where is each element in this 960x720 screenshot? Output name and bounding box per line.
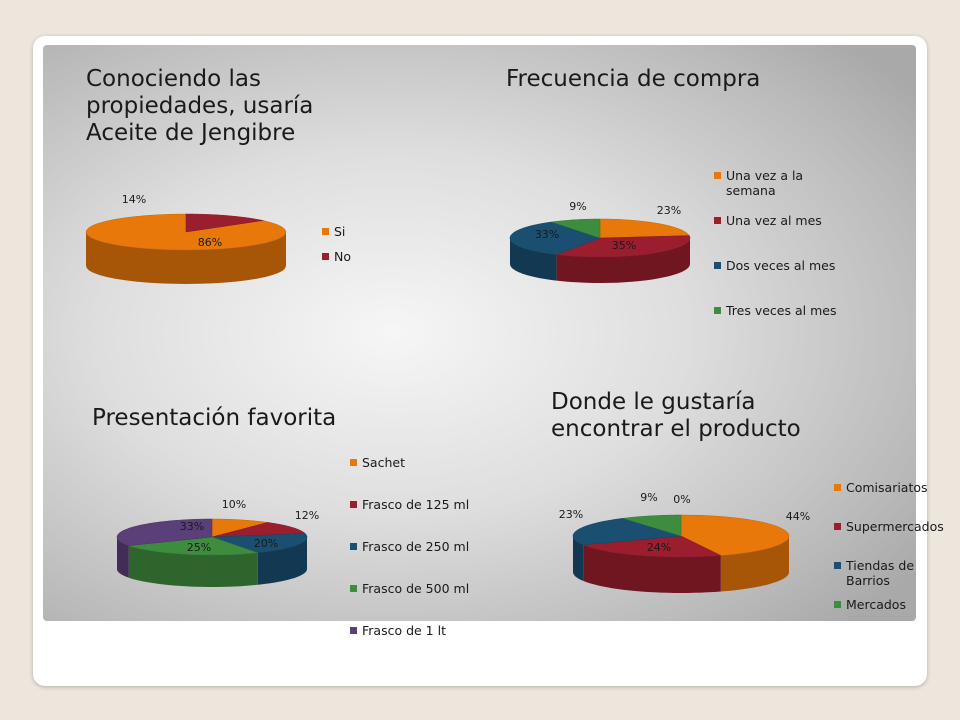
pie-side-2-3 xyxy=(510,238,557,281)
pie-slice-2-1 xyxy=(599,218,690,239)
legend-label-2-3: Dos veces al mes xyxy=(726,258,835,273)
data-label-4-2: 24% xyxy=(647,541,671,554)
legend-label-4-4: Mercados xyxy=(846,597,906,612)
data-label-2-2: 35% xyxy=(612,239,636,252)
legend-label-4-3: Tiendas de Barrios xyxy=(845,558,914,588)
data-label-3-2: 12% xyxy=(295,509,319,522)
pie-side-1-1 xyxy=(86,232,286,284)
legend-label-1-1: Si xyxy=(334,224,345,239)
pie-slice-4-3 xyxy=(572,518,682,546)
pie-side-2-2 xyxy=(556,238,690,283)
data-label-1-1: 86% xyxy=(198,236,222,249)
data-label-1-2: 14% xyxy=(122,193,146,206)
pie-chart-1: 86% 14% Si No xyxy=(85,193,351,284)
legend-label-1-2: No xyxy=(334,249,351,264)
legend-label-3-3: Frasco de 250 ml xyxy=(362,539,469,554)
pie-slice-4-2 xyxy=(582,535,722,558)
data-label-4-4: 9% xyxy=(640,491,657,504)
pie-side-3-5 xyxy=(117,537,129,578)
legend-label-3-5: Frasco de 1 lt xyxy=(362,623,446,638)
pie-side-3-3 xyxy=(257,537,307,585)
data-label-2-4: 9% xyxy=(569,200,586,213)
pie-slice-3-2 xyxy=(211,522,306,538)
legend-swatch-3-4 xyxy=(350,585,357,592)
pie-slice-1-2 xyxy=(185,213,264,233)
legend-swatch-1-2 xyxy=(322,253,329,260)
legend-label-2-2: Una vez al mes xyxy=(726,213,822,228)
data-label-3-5: 33% xyxy=(180,520,204,533)
legend-swatch-2-3 xyxy=(714,262,721,269)
data-label-3-3: 20% xyxy=(254,537,278,550)
chart-title-2: Frecuencia de compra xyxy=(506,66,761,92)
legend-swatch-3-5 xyxy=(350,627,357,634)
legend-label-2-4: Tres veces al mes xyxy=(725,303,836,318)
legend-label-4-2: Supermercados xyxy=(846,519,944,534)
legend-swatch-4-4 xyxy=(834,601,841,608)
pie-chart-4: 44% 24% 23% 9% 0% Comisariatos Supermercados Ti… xyxy=(559,480,944,612)
data-label-4-5: 0% xyxy=(673,493,690,506)
legend-swatch-2-4 xyxy=(714,307,721,314)
pie-slice-2-4 xyxy=(551,218,601,239)
data-label-4-1: 44% xyxy=(786,510,810,523)
data-label-2-3: 33% xyxy=(535,228,559,241)
pie-side-4-2 xyxy=(583,544,721,593)
pie-slice-3-3 xyxy=(211,533,308,554)
pie-side-4-1 xyxy=(720,536,789,592)
pie-side-4-3 xyxy=(573,536,584,581)
legend-swatch-2-1 xyxy=(714,172,721,179)
data-label-4-3: 23% xyxy=(559,508,583,521)
legend-swatch-1-1 xyxy=(322,228,329,235)
legend-swatch-2-2 xyxy=(714,217,721,224)
pie-slice-4-1 xyxy=(680,514,790,556)
pie-slice-2-3 xyxy=(509,221,601,255)
pie-slice-3-5 xyxy=(116,518,213,546)
legend-swatch-4-3 xyxy=(834,562,841,569)
legend-label-4-1: Comisariatos xyxy=(846,480,928,495)
legend-swatch-4-2 xyxy=(834,523,841,530)
pie-slice-2-2 xyxy=(556,235,691,258)
chart-title-1: Conociendo las propiedades, usaría Aceit… xyxy=(86,66,314,146)
legend-label-3-4: Frasco de 500 ml xyxy=(362,581,469,596)
pie-slice-3-1 xyxy=(211,518,268,538)
data-label-3-1: 10% xyxy=(222,498,246,511)
legend-swatch-3-3 xyxy=(350,543,357,550)
legend-label-2-1: Una vez a la semana xyxy=(726,168,803,198)
pie-chart-2: 23% 35% 33% 9% Una vez a la semana Una vez al … xyxy=(509,168,836,318)
chart-title-4: Donde le gustaría encontrar el producto xyxy=(551,389,801,442)
pie-side-3-4 xyxy=(128,545,258,587)
pie-chart-3: 10% 12% 20% 25% 33% Sachet Frasco de 125 ml Fra… xyxy=(116,455,469,638)
legend-swatch-4-1 xyxy=(834,484,841,491)
pie-slice-3-4 xyxy=(128,536,258,556)
legend-swatch-3-1 xyxy=(350,459,357,466)
legend-label-3-2: Frasco de 125 ml xyxy=(362,497,469,512)
chart-title-3: Presentación favorita xyxy=(92,405,337,431)
legend-label-3-1: Sachet xyxy=(362,455,405,470)
data-label-2-1: 23% xyxy=(657,204,681,217)
pie-slice-4-4 xyxy=(623,514,682,537)
legend-swatch-3-2 xyxy=(350,501,357,508)
data-label-3-4: 25% xyxy=(187,541,211,554)
